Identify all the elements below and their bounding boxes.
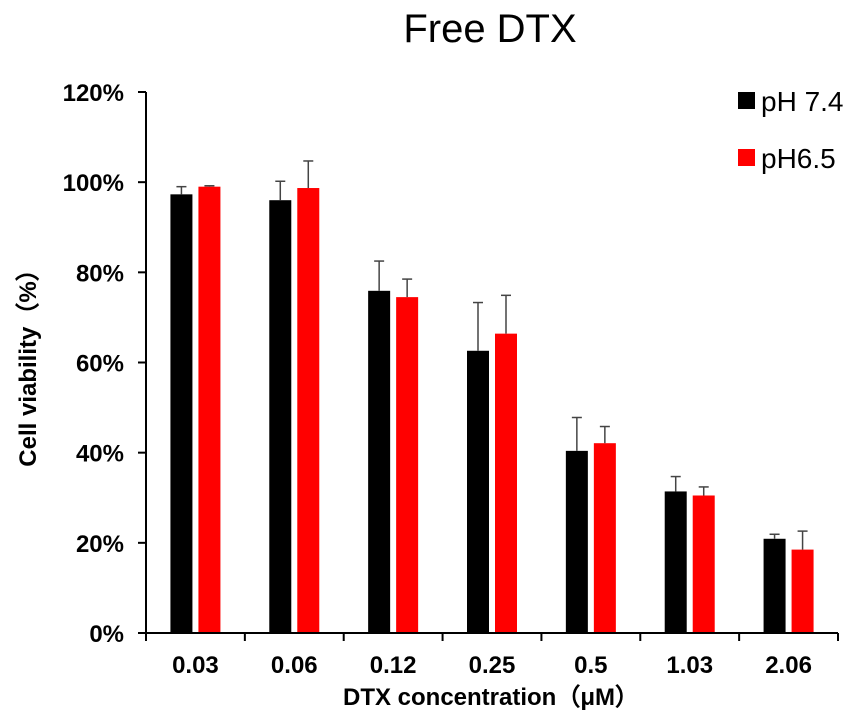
bar-series-1 xyxy=(467,350,489,633)
error-bars-group xyxy=(176,160,808,550)
y-axis-ticks: 0% 20% 40% 60% 80% 100% 120% xyxy=(63,80,146,648)
x-tick-label: 0.12 xyxy=(370,652,417,679)
bar-series-2 xyxy=(297,188,320,633)
chart-title: Free DTX xyxy=(403,7,576,51)
x-tick-label: 2.06 xyxy=(765,652,812,679)
bar-series-2 xyxy=(692,495,715,633)
bar-series-1 xyxy=(269,200,292,633)
legend-swatch xyxy=(738,149,755,166)
y-tick-label: 80% xyxy=(76,260,124,287)
x-axis-ticks: 0.03 0.06 0.12 0.25 0.5 1.03 2.06 xyxy=(145,633,839,679)
bar-series-2 xyxy=(495,333,517,633)
bar-series-1 xyxy=(565,450,588,633)
bar-series-1 xyxy=(170,194,193,633)
bar-series-2 xyxy=(593,443,616,633)
legend-swatch xyxy=(738,92,755,109)
legend: pH 7.4 pH6.5 xyxy=(738,86,844,174)
bars-group xyxy=(170,186,814,634)
legend-label: pH6.5 xyxy=(761,143,836,174)
y-tick-label: 100% xyxy=(63,170,124,197)
legend-label: pH 7.4 xyxy=(761,86,844,117)
y-axis-label: Cell viability（%） xyxy=(15,257,42,466)
x-tick-label: 0.06 xyxy=(271,652,318,679)
y-tick-label: 40% xyxy=(76,441,124,468)
bar-series-2 xyxy=(396,297,419,633)
bar-series-2 xyxy=(198,186,221,634)
bar-series-1 xyxy=(664,491,687,633)
bar-series-1 xyxy=(368,290,391,633)
y-tick-label: 20% xyxy=(76,531,124,558)
x-tick-label: 1.03 xyxy=(666,652,713,679)
x-tick-label: 0.03 xyxy=(172,652,219,679)
bar-series-1 xyxy=(763,538,786,633)
x-tick-label: 0.25 xyxy=(469,652,516,679)
y-tick-label: 0% xyxy=(89,621,124,648)
x-tick-label: 0.5 xyxy=(574,652,607,679)
y-tick-label: 120% xyxy=(63,80,124,107)
y-tick-label: 60% xyxy=(76,351,124,378)
x-axis-label: DTX concentration（μM） xyxy=(343,684,639,711)
bar-series-2 xyxy=(791,549,814,633)
